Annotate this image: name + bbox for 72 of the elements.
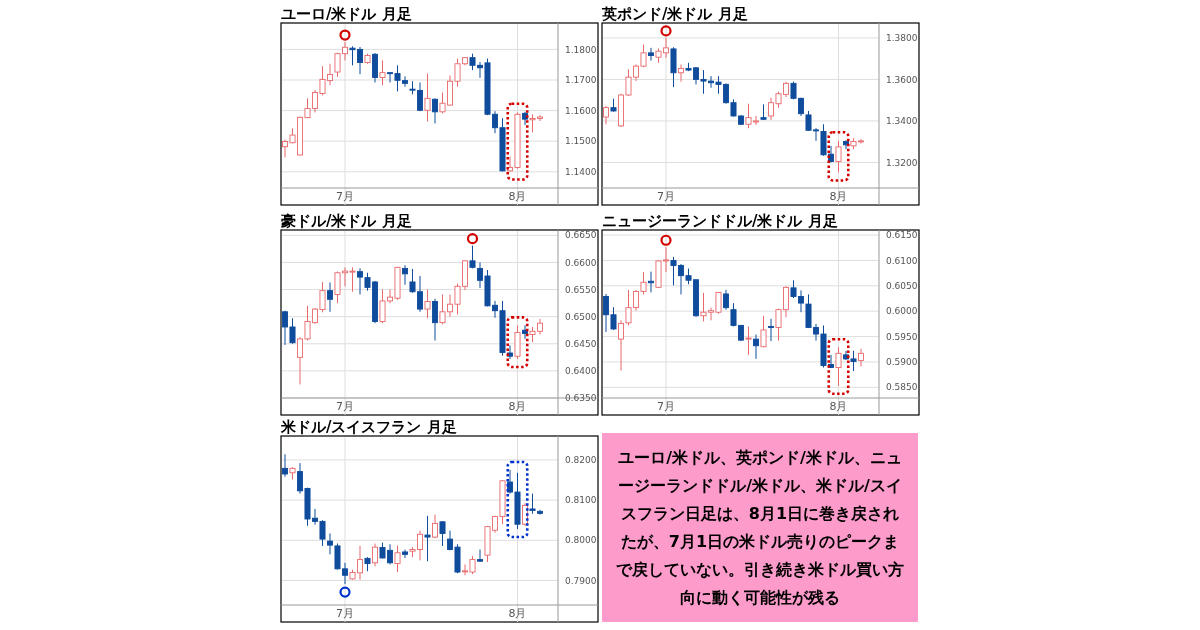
candlestick bbox=[835, 140, 842, 173]
candlestick bbox=[678, 63, 684, 83]
y-tick-label: 0.6500 bbox=[565, 311, 597, 322]
candlestick bbox=[327, 282, 333, 313]
y-tick-label: 1.3600 bbox=[886, 74, 918, 85]
y-tick-label: 0.8000 bbox=[565, 535, 597, 546]
candlestick bbox=[282, 453, 288, 478]
y-tick-label: 1.3400 bbox=[886, 116, 918, 127]
candlestick bbox=[768, 318, 774, 342]
y-tick-label: 0.6400 bbox=[565, 366, 597, 377]
candlestick bbox=[477, 549, 483, 563]
y-tick-label: 0.5850 bbox=[886, 382, 918, 393]
y-tick-label: 0.5900 bbox=[886, 357, 918, 368]
chart-title: ユーロ/米ドル 月足 bbox=[281, 5, 412, 23]
chart-title: 豪ドル/米ドル 月足 bbox=[280, 212, 412, 230]
candlestick bbox=[424, 73, 431, 123]
x-tick-label: 7月 bbox=[336, 607, 354, 620]
y-tick-label: 1.1500 bbox=[565, 136, 597, 147]
candlestick bbox=[372, 543, 378, 567]
x-tick-label: 8月 bbox=[508, 607, 527, 620]
candlestick bbox=[745, 325, 752, 356]
x-tick-label: 8月 bbox=[829, 400, 848, 413]
y-tick-label: 0.6050 bbox=[886, 280, 918, 291]
y-tick-label: 0.6450 bbox=[565, 338, 597, 349]
candlestick bbox=[529, 493, 536, 515]
candlestick bbox=[379, 59, 386, 86]
y-tick-label: 0.6600 bbox=[565, 257, 597, 268]
candlestick bbox=[514, 324, 521, 360]
y-tick-label: 0.7900 bbox=[565, 575, 597, 586]
y-tick-label: 1.1700 bbox=[565, 75, 597, 86]
y-tick-label: 1.1600 bbox=[565, 105, 597, 116]
y-tick-label: 1.1800 bbox=[565, 44, 597, 55]
y-tick-label: 0.6150 bbox=[886, 230, 918, 241]
y-tick-label: 1.3800 bbox=[886, 33, 918, 44]
candlestick bbox=[753, 334, 759, 360]
candlestick bbox=[402, 549, 408, 559]
candlestick bbox=[835, 346, 842, 387]
y-tick-label: 0.6650 bbox=[565, 230, 597, 241]
x-tick-label: 8月 bbox=[508, 400, 527, 413]
text: ユーロ/米ドル、英ポンド/米ドル、ニュージーランドドル/米ドル、米ドル/スイスフラン日足は、8月1日に巻き戻されたが、7月1日の米ドル売りのピークまで戻していない。引き続き米ドル買い方向に動く可能性が残る bbox=[616, 448, 904, 608]
candlestick bbox=[723, 289, 729, 311]
chart-title: ニュージーランドドル/米ドル 月足 bbox=[602, 212, 838, 230]
chart-title: 英ポンド/米ドル 月足 bbox=[601, 5, 748, 23]
x-tick-label: 7月 bbox=[336, 400, 354, 413]
y-tick-label: 0.5950 bbox=[886, 331, 918, 342]
candlestick bbox=[424, 515, 431, 562]
candlestick bbox=[402, 264, 408, 286]
y-tick-label: 1.1400 bbox=[565, 166, 597, 177]
candlestick bbox=[432, 298, 438, 342]
y-tick-label: 0.6350 bbox=[565, 393, 597, 404]
candlestick bbox=[858, 348, 864, 368]
candlestick bbox=[439, 520, 446, 547]
candlestick bbox=[522, 324, 528, 340]
candlestick bbox=[760, 315, 767, 348]
x-tick-label: 7月 bbox=[336, 190, 354, 203]
candlestick bbox=[424, 289, 431, 319]
x-tick-label: 7月 bbox=[657, 400, 675, 413]
candlestick bbox=[670, 46, 677, 88]
chart-title: 米ドル/スイスフラン 月足 bbox=[280, 418, 457, 436]
y-tick-label: 0.6000 bbox=[886, 306, 918, 317]
x-tick-label: 7月 bbox=[657, 190, 675, 203]
x-tick-label: 8月 bbox=[829, 190, 848, 203]
y-tick-label: 0.6100 bbox=[886, 255, 918, 266]
x-tick-label: 8月 bbox=[508, 190, 527, 203]
y-tick-label: 1.3200 bbox=[886, 157, 918, 168]
y-tick-label: 0.8100 bbox=[565, 495, 597, 506]
candlestick bbox=[394, 545, 401, 573]
candlestick bbox=[432, 97, 438, 124]
y-tick-label: 0.6550 bbox=[565, 284, 597, 295]
y-tick-label: 0.8200 bbox=[565, 455, 597, 466]
candlestick bbox=[648, 47, 654, 62]
candlestick bbox=[372, 52, 378, 83]
